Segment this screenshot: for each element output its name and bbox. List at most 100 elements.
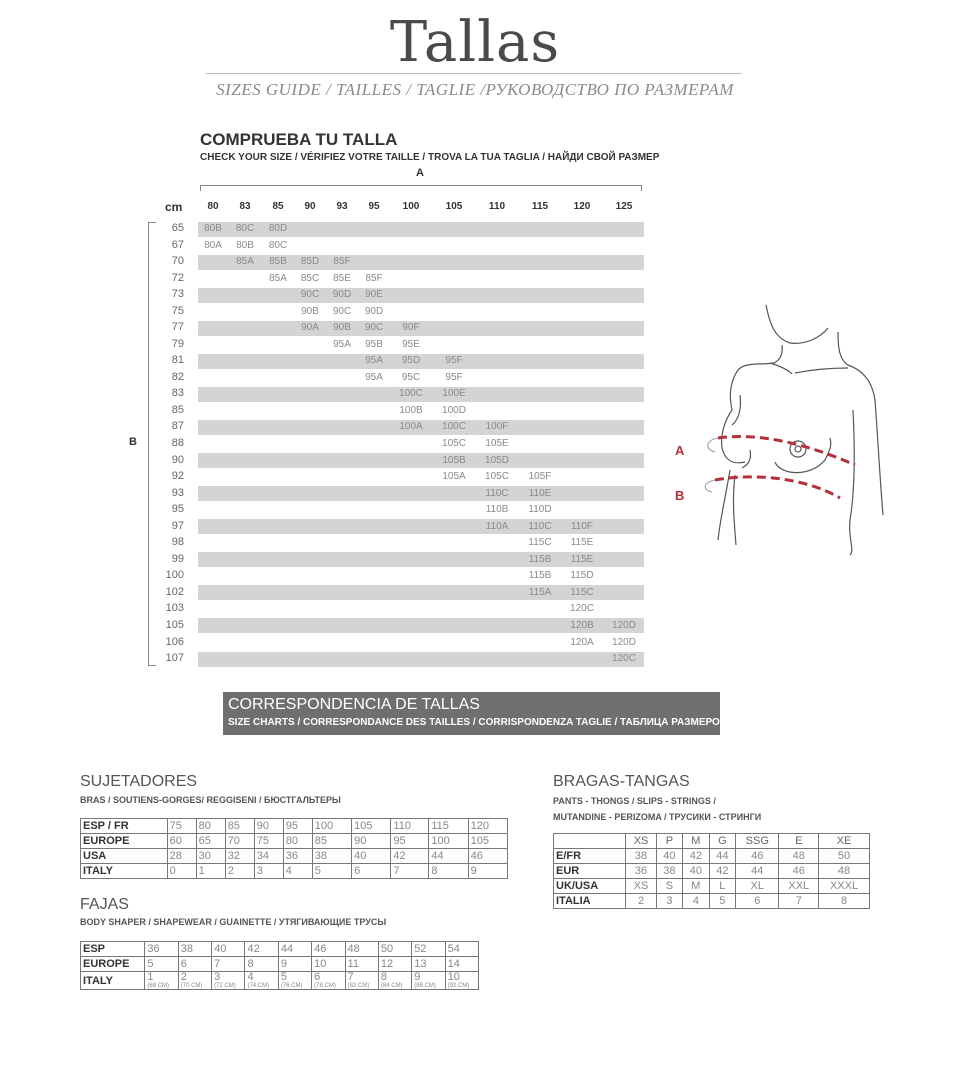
row-label: 73	[171, 288, 184, 301]
size-cell: 105D	[485, 454, 509, 466]
row-label: 65	[171, 222, 184, 234]
row-band	[198, 254, 644, 270]
table-cell: 42	[390, 848, 430, 864]
row-label: 85	[171, 403, 184, 416]
row-band	[198, 552, 644, 568]
size-cell: 95C	[401, 371, 421, 383]
column-header: 125	[615, 201, 633, 212]
body-outline-icon	[717, 304, 884, 556]
table-cell: 90	[351, 833, 392, 849]
table-row: ITALY 0 1 2 3 4 5 6 7 8 9	[80, 863, 509, 879]
row-band	[198, 651, 644, 667]
table-cell: 5	[144, 956, 179, 972]
table-cell: 8 (84 CM)	[377, 971, 413, 990]
bras-size-table: ESP / FR 75 80 85 90 95 100 105 110 115 120 EUROPE 6…	[80, 818, 509, 879]
size-cell: 120C	[570, 603, 594, 615]
table-cell: 12	[377, 956, 413, 972]
table-cell: 36	[625, 863, 657, 879]
table-cell: SSG	[735, 833, 780, 849]
size-cell: 90D	[364, 305, 384, 317]
size-cell: 90A	[301, 322, 319, 334]
check-size-title: COMPRUEBA TU TALLA	[200, 130, 398, 149]
size-cell: 120D	[612, 619, 636, 631]
bracket-tick	[200, 185, 201, 191]
table-cell: 36	[282, 848, 313, 864]
size-cell: 95D	[401, 355, 421, 367]
size-cell: 120A	[570, 636, 594, 648]
table-cell: 6	[351, 863, 392, 879]
cell-value: 10	[447, 971, 460, 983]
table-cell: 5	[311, 863, 353, 879]
table-cell: 7	[778, 893, 820, 909]
size-cell: 85A	[269, 272, 287, 284]
table-cell: 42	[682, 848, 710, 864]
table-cell: 50	[818, 848, 870, 864]
shapers-size-table: ESP 36 38 40 42 44 46 48 50 52 54 EUROPE 5 6 7 8 9 10 11 12…	[79, 941, 480, 990]
table-cell: 115	[428, 818, 469, 834]
cell-value: 4	[247, 971, 254, 983]
table-cell: 70	[224, 833, 255, 849]
size-cell: 90D	[332, 289, 352, 301]
row-label: 100	[165, 569, 184, 582]
column-header: 100	[402, 201, 420, 212]
size-cell: 110C	[485, 487, 509, 499]
column-header: 80	[207, 201, 219, 212]
axis-b-bracket	[148, 222, 149, 666]
column-header: 110	[488, 201, 506, 212]
size-cell: 85E	[333, 272, 351, 284]
table-cell: 5 (76 CM)	[277, 971, 313, 990]
cell-value: 9	[414, 971, 421, 983]
size-cell: 110F	[570, 520, 594, 532]
table-cell: 46	[735, 848, 780, 864]
cell-note: (82 CM)	[347, 983, 370, 989]
row-label: ITALY	[80, 863, 168, 879]
size-cell: 85B	[269, 256, 287, 268]
unit-label: cm	[165, 200, 183, 214]
size-cell: 110E	[528, 487, 552, 499]
size-cell: 105B	[442, 454, 466, 466]
table-cell: 75	[166, 818, 197, 834]
size-cell: 95A	[365, 371, 383, 383]
table-cell: 75	[253, 833, 284, 849]
correspondence-banner	[223, 692, 720, 735]
table-cell: S	[655, 878, 684, 894]
table-cell: 3	[253, 863, 284, 879]
row-label: EUROPE	[79, 956, 146, 972]
cell-value: 3	[214, 971, 221, 983]
table-cell: L	[708, 878, 737, 894]
row-band	[198, 453, 644, 469]
table-cell: 46	[778, 863, 820, 879]
table-cell: 7	[211, 956, 246, 972]
size-cell: 100C	[442, 421, 466, 433]
table-row: USA 28 30 32 34 36 38 40 42 44 46	[80, 848, 509, 864]
table-cell: 9	[277, 956, 313, 972]
table-cell: 40	[655, 848, 684, 864]
table-row: ITALIA 2 3 4 5 6 7 8	[552, 893, 870, 909]
row-label: 79	[171, 337, 184, 350]
cell-note: (74 CM)	[247, 983, 270, 989]
check-size-subtitle: CHECK YOUR SIZE / VÉRIFIEZ VOTRE TAILLE …	[200, 152, 660, 163]
table-cell: 4 (74 CM)	[244, 971, 279, 990]
illustration-label-a: A	[675, 443, 685, 458]
table-cell: 95	[282, 818, 313, 834]
table-cell: 2	[625, 893, 657, 909]
axis-a-label: A	[416, 167, 424, 179]
measure-line-b	[714, 475, 841, 500]
table-row: ITALY 1 (68 CM) 2 (70 CM) 3 (72 CM) 4 (74 CM) 5 (7…	[79, 971, 480, 990]
size-cell: 85F	[333, 256, 351, 268]
row-label: UK/USA	[552, 878, 627, 894]
pants-subtitle-1: PANTS - THONGS / SLIPS - STRINGS /	[553, 796, 716, 806]
table-cell: 4	[682, 893, 710, 909]
row-label: 107	[165, 652, 184, 665]
size-cell: 105A	[442, 471, 466, 483]
size-cell: 110C	[528, 520, 552, 532]
row-label: 83	[171, 387, 184, 400]
table-cell: 5	[708, 893, 737, 909]
row-label: 97	[171, 519, 184, 532]
table-cell: 14	[444, 956, 480, 972]
table-cell: 80	[282, 833, 313, 849]
size-cell: 110A	[485, 520, 509, 532]
cell-note: (72 CM)	[214, 983, 236, 989]
table-cell: 40	[682, 863, 710, 879]
cell-note: (76 CM)	[280, 983, 303, 989]
